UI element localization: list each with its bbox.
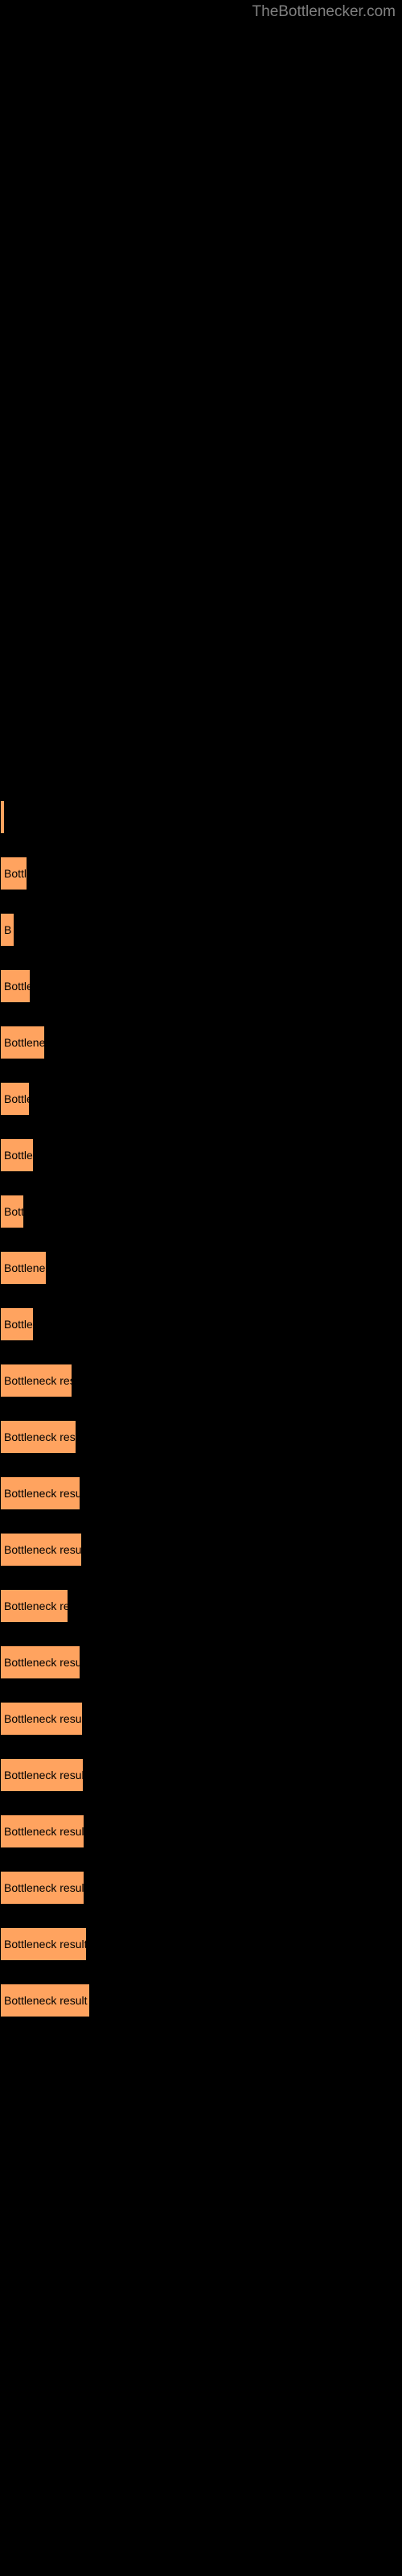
bar: Bottlene [0,1138,34,1172]
bar-row: Bottleneck res [0,1578,402,1634]
bar-chart: Bottle B Bottlen Bottleneck Bottlen Bottlene B… [0,789,402,2029]
bar-row: Bottleneck result [0,1634,402,1690]
bar-row: Bottlene [0,1127,402,1183]
bar: Bottleneck [0,1251,47,1285]
bar: Bottleneck result [0,1758,84,1792]
bar-row: Bottleneck result [0,1916,402,1972]
bar-row: Bottleneck result [0,1803,402,1860]
bar-row: Bottleneck result [0,1860,402,1916]
bar: Bottleneck result [0,1927,87,1961]
bar: Bottl [0,1195,24,1228]
bar: Bottleneck result [0,1984,90,2017]
bar-row: Bottle [0,845,402,902]
bar: Bottleneck result [0,1702,83,1736]
bar-row: Bottleneck resu [0,1352,402,1409]
bar-row: Bottleneck result [0,1747,402,1803]
bar: Bottleneck result [0,1814,84,1848]
bar-row: Bottleneck resul [0,1409,402,1465]
bar-row: Bottlen [0,1071,402,1127]
bar: Bottlen [0,969,31,1003]
bar: Bottlene [0,1307,34,1341]
bar-row: B [0,902,402,958]
bar: Bottleneck resul [0,1420,76,1454]
bar-row [0,789,402,845]
bar-row: Bottleneck result [0,1690,402,1747]
bar: Bottleneck result [0,1476,80,1510]
bar-row: Bottleneck [0,1014,402,1071]
bar: Bottleneck res [0,1589,68,1623]
bar-row: Bottleneck [0,1240,402,1296]
bar-row: Bottlen [0,958,402,1014]
bar: Bottle [0,857,27,890]
bar: Bottleneck resu [0,1364,72,1397]
bar-row: Bottleneck result [0,1972,402,2029]
bar-row: Bottleneck result [0,1465,402,1521]
watermark-text: TheBottlenecker.com [252,3,396,21]
bar [0,800,5,834]
bar-row: Bottl [0,1183,402,1240]
bar: Bottleneck result [0,1645,80,1679]
bar: B [0,913,14,947]
bar: Bottleneck result [0,1533,82,1567]
bar-row: Bottlene [0,1296,402,1352]
bar: Bottleneck [0,1026,45,1059]
bar: Bottleneck result [0,1871,84,1905]
bar-row: Bottleneck result [0,1521,402,1578]
bar: Bottlen [0,1082,30,1116]
